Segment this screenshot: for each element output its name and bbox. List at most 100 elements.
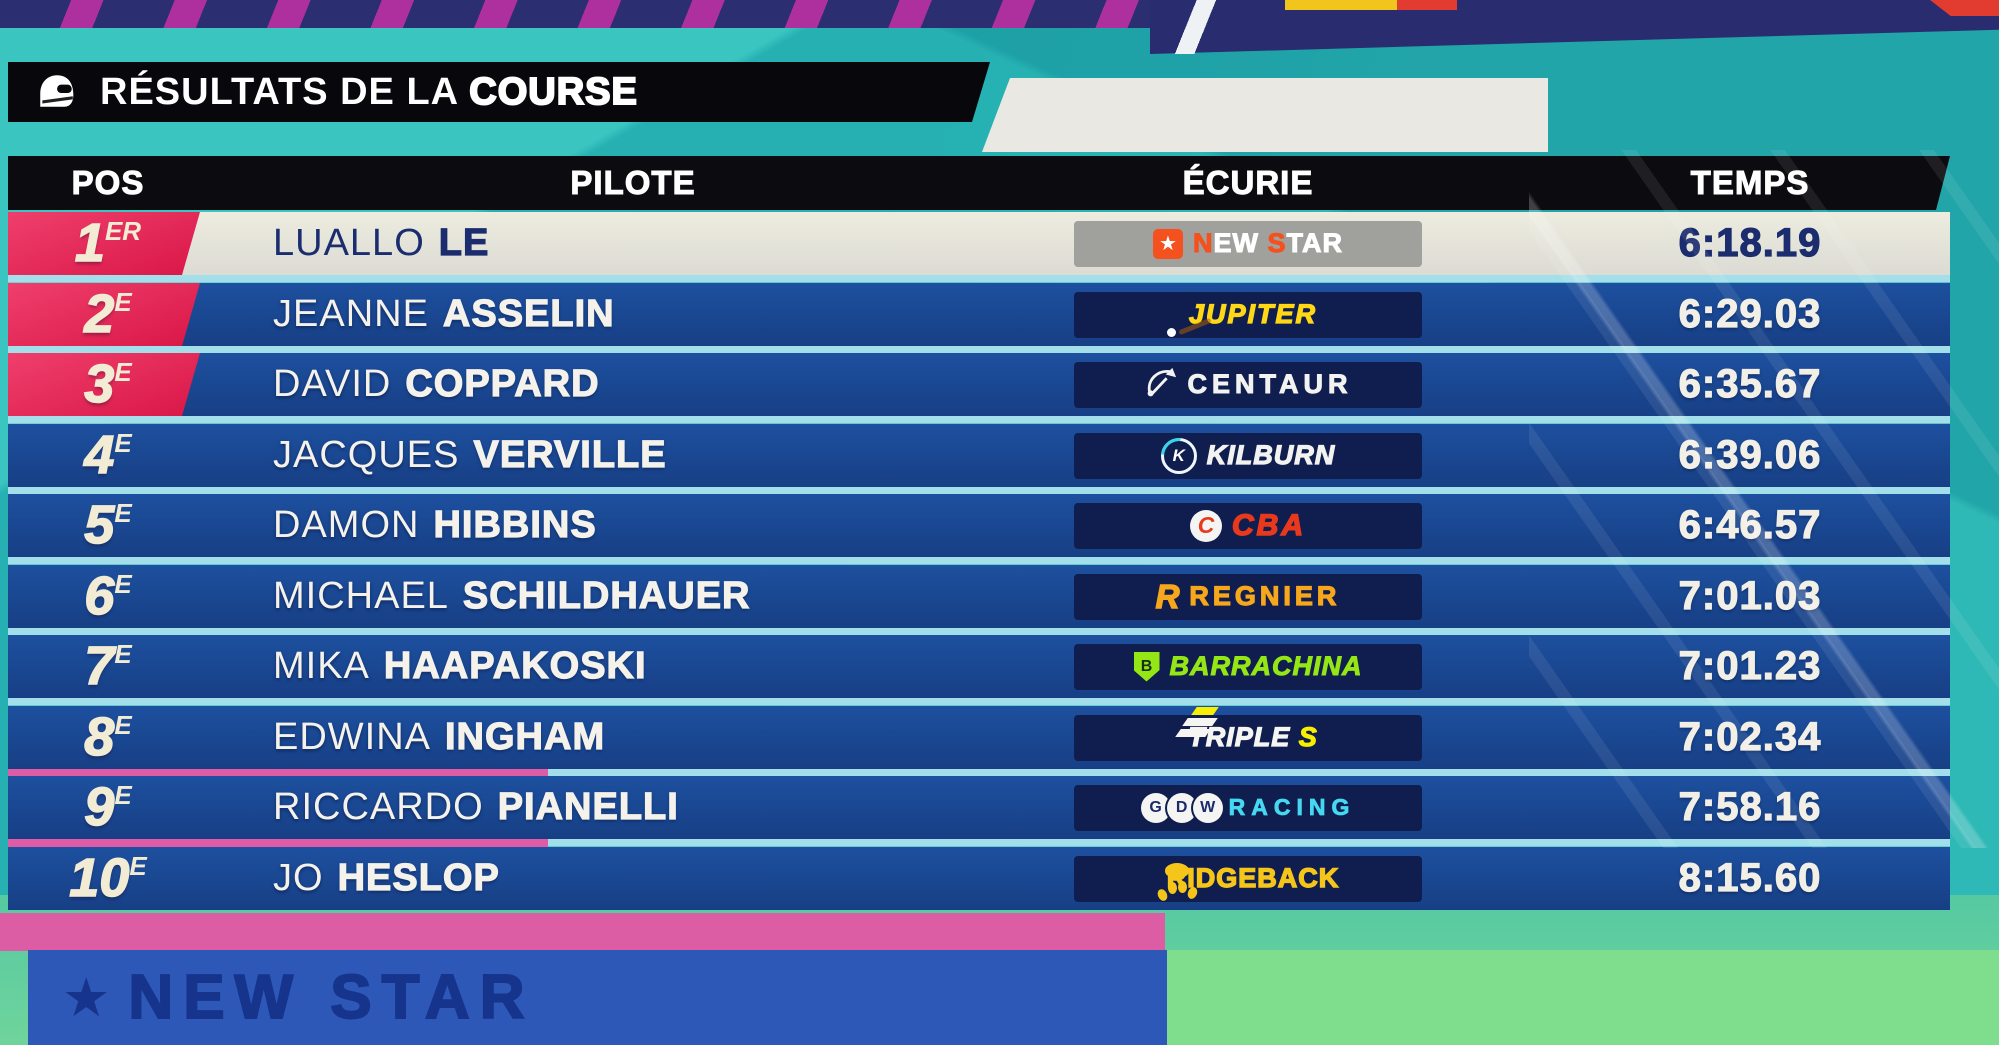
time-cell: 8:15.60	[1550, 847, 1950, 910]
page-title-bold: COURSE	[469, 70, 638, 113]
team-badge: B BARRACHINA	[1074, 643, 1422, 690]
header-white-band	[982, 78, 1548, 152]
position-cell: 7 E	[8, 635, 208, 698]
team-name-segment: KILBURN	[1206, 439, 1336, 470]
team-badge: RIDGEBACK	[1074, 855, 1422, 902]
driver-first-name: JACQUES	[273, 434, 460, 476]
team-cell: ★ N EW S TAR	[1058, 212, 1438, 275]
finish-time: 7:01.03	[1678, 573, 1822, 618]
time-cell: 6:18.19	[1550, 212, 1950, 275]
finish-time: 6:39.06	[1678, 432, 1822, 477]
driver-last-name: PIANELLI	[497, 785, 679, 828]
driver-cell: MICHAEL SCHILDHAUER	[208, 565, 1058, 628]
position-number: 3	[84, 353, 116, 415]
driver-cell: EDWINA INGHAM	[208, 706, 1058, 769]
position-cell: 4 E	[8, 424, 208, 487]
team-name: TRIPLE S	[1188, 721, 1318, 753]
driver-cell: LUALLO LE	[208, 212, 1058, 275]
team-name-segment: TRIPLE	[1188, 721, 1299, 752]
time-cell: 7:58.16	[1550, 776, 1950, 839]
position-ordinal: E	[114, 287, 132, 317]
page-title-regular: RÉSULTATS DE LA	[100, 70, 470, 113]
team-name-segment: S	[1267, 228, 1287, 259]
driver-cell: RICCARDO PIANELLI	[208, 776, 1058, 839]
result-row: 6 E MICHAEL SCHILDHAUER R REGNIER 7:01.0…	[8, 565, 1950, 628]
position-number: 10	[69, 847, 131, 909]
hud-corner-red-block	[1930, 0, 1999, 16]
team-icon-slot: C	[1190, 509, 1222, 542]
background-lightgreen-area	[1130, 950, 1999, 1045]
finish-time: 7:58.16	[1678, 784, 1822, 829]
finish-time: 6:46.57	[1678, 502, 1822, 547]
finish-time: 7:02.34	[1678, 714, 1822, 759]
team-icon-slot: K	[1160, 437, 1197, 474]
finish-time: 7:01.23	[1678, 643, 1822, 688]
driver-last-name: COPPARD	[405, 362, 600, 405]
position-number: 5	[84, 494, 116, 556]
driver-last-name: ASSELIN	[442, 292, 615, 335]
team-name-segment: CBA	[1231, 508, 1306, 543]
driver-cell: JO HESLOP	[208, 847, 1058, 910]
finish-time: 6:29.03	[1678, 291, 1822, 336]
team-badge: C CBA	[1074, 502, 1422, 549]
team-badge: K KILBURN	[1074, 432, 1422, 479]
result-row: 3 E DAVID COPPARD CENTAUR 6:35.67	[8, 353, 1950, 416]
background-track-scene: ★ NEW STAR	[0, 895, 1999, 1045]
position-badge	[8, 212, 200, 275]
result-row: 1 ER LUALLO LE ★ N EW S TAR 6:18.19	[8, 212, 1950, 275]
position-number: 2	[84, 283, 116, 345]
driver-first-name: MICHAEL	[273, 575, 449, 617]
team-name: CBA	[1231, 508, 1306, 543]
background-pink-gap	[8, 768, 548, 776]
team-name: RACING	[1228, 794, 1356, 821]
team-badge: ★ N EW S TAR	[1074, 220, 1422, 267]
team-icon-slot: R	[1155, 577, 1180, 616]
page-title: RÉSULTATS DE LA COURSE	[100, 71, 638, 114]
team-cell: RIDGEBACK	[1058, 847, 1438, 910]
position-cell: 8 E	[8, 706, 208, 769]
driver-first-name: DAMON	[273, 504, 420, 546]
driver-last-name: SCHILDHAUER	[462, 574, 751, 617]
column-header-temps: TEMPS	[1690, 164, 1810, 201]
driver-last-name: HIBBINS	[433, 503, 597, 546]
team-icon-slot: ★	[1152, 228, 1183, 259]
top-stripe-band	[0, 0, 1300, 28]
column-header-pos: POS	[71, 164, 145, 201]
team-cell: CENTAUR	[1058, 353, 1438, 416]
position-cell: 2 E	[8, 283, 208, 346]
driver-cell: DAMON HIBBINS	[208, 494, 1058, 557]
background-pink-band	[0, 913, 1165, 951]
column-header-ecurie: ÉCURIE	[1182, 164, 1314, 201]
gdw-letter-circle: G	[1140, 792, 1171, 823]
driver-last-name: LE	[438, 221, 490, 264]
team-name-segment: BARRACHINA	[1169, 651, 1363, 682]
position-cell: 10 E	[8, 847, 208, 910]
team-name-segment: EW	[1213, 228, 1268, 259]
position-number: 1	[74, 212, 106, 274]
team-cell: K KILBURN	[1058, 424, 1438, 487]
driver-cell: JACQUES VERVILLE	[208, 424, 1058, 487]
billboard-text: NEW STAR	[127, 962, 535, 1033]
r-mono-icon: R	[1155, 577, 1180, 616]
team-name: JUPITER	[1188, 298, 1317, 330]
time-cell: 7:01.23	[1550, 635, 1950, 698]
driver-first-name: LUALLO	[273, 222, 425, 264]
helmet-icon	[30, 69, 82, 115]
driver-first-name: JEANNE	[273, 293, 429, 335]
star-icon: ★	[1152, 228, 1183, 259]
gdw-letter-circle: W	[1192, 792, 1223, 823]
result-row: 2 E JEANNE ASSELIN JUPITER 6:29.03	[8, 283, 1950, 346]
position-cell: 6 E	[8, 565, 208, 628]
position-badge	[8, 283, 200, 346]
driver-first-name: EDWINA	[273, 716, 431, 758]
results-title-bar: RÉSULTATS DE LA COURSE	[8, 62, 990, 122]
result-row: 5 E DAMON HIBBINS C CBA 6:46.57	[8, 494, 1950, 557]
bow-arrow-icon	[1144, 367, 1178, 403]
results-rows: 1 ER LUALLO LE ★ N EW S TAR 6:18.19 2 E JE…	[8, 212, 1950, 910]
team-name-segment: REGNIER	[1189, 580, 1341, 611]
trackside-billboard: ★ NEW STAR	[28, 950, 1167, 1045]
team-name-segment: TAR	[1286, 228, 1343, 259]
position-ordinal: E	[114, 428, 132, 458]
